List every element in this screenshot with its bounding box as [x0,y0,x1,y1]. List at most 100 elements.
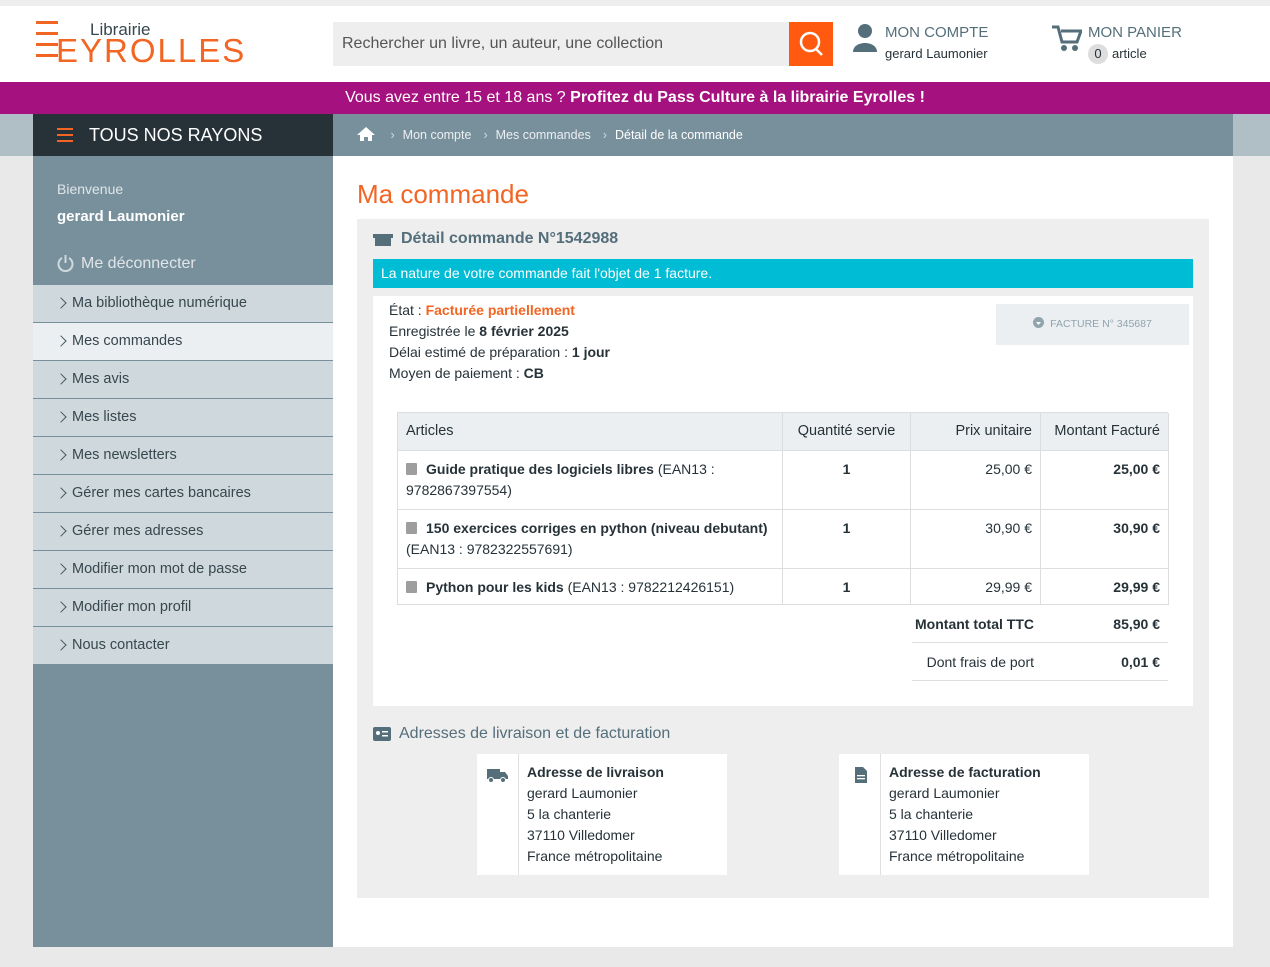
address-card: Adresse de facturation gerard Laumonier 5 … [839,754,1089,875]
breadcrumb: › Mon compte › Mes commandes › Détail de la c… [333,114,1233,156]
status-label: Enregistrée le [389,323,476,339]
menu-label: TOUS NOS RAYONS [89,125,263,145]
card-line: gerard Laumonier [527,785,638,801]
crumb-sep: › [390,128,395,142]
menu-icon [57,128,73,142]
cart-label[interactable]: MON PANIER [1088,24,1182,41]
download-icon [1033,317,1045,328]
status-line: Délai estimé de préparation : 1 jour [389,342,610,363]
status-line: État : Facturée partiellement [389,300,610,321]
crumb[interactable]: Mes commandes [495,128,591,142]
search-input[interactable]: Rechercher un livre, un auteur, une coll… [333,22,789,66]
status-line: Moyen de paiement : CB [389,363,610,384]
sidebar-link[interactable]: Mes avis [33,361,333,398]
cart-icon [1052,25,1082,51]
total-row: Montant total TTC 85,90 € [912,605,1168,643]
table-cell: 1 [783,450,911,509]
table-cell: 30,90 € [911,509,1041,568]
status-value: 8 février 2025 [479,323,569,339]
banner-link[interactable]: Profitez du Pass Culture à la librairie … [570,89,925,106]
sidebar-link[interactable]: Mes commandes [33,323,333,360]
sidebar-link[interactable]: Modifier mon mot de passe [33,551,333,588]
logout[interactable]: Me déconnecter [81,255,196,272]
order-heading: Détail commande N°1542988 [401,230,619,247]
logo-big: EYROLLES [56,32,247,69]
article-title[interactable]: Guide pratique des logiciels libres [426,461,654,477]
card-title: Adresse de facturation [889,764,1041,780]
book-icon [406,463,417,475]
card-icon [487,769,508,783]
address-icon [373,727,391,741]
home-icon[interactable] [357,127,375,141]
search-button[interactable] [789,22,833,66]
power-icon [57,255,74,272]
cell-text: 1 [842,579,851,595]
cell-text: 30,90 € [985,520,1032,536]
table-cell: Python pour les kids (EAN13 : 9782212426… [398,568,783,605]
menu-button[interactable]: TOUS NOS RAYONS [33,114,333,156]
book-icon [406,522,417,534]
article-ean: (EAN13 : 9782322557691) [406,541,573,557]
crumb-sep: › [483,128,488,142]
cell-text: 1 [842,520,851,536]
banner: Vous avez entre 15 et 18 ans ? Profitez … [0,82,1270,114]
total-value: 0,01 € [1121,654,1160,670]
cart-unit: article [1112,46,1147,61]
cart-count: 0 [1088,44,1108,64]
banner-text: Vous avez entre 15 et 18 ans ? [345,89,566,106]
article-ean: (EAN13 : 9782867397554) [406,461,715,498]
status-list: État : Facturée partiellement Enregistrée… [389,300,610,384]
logo-stripes [36,21,58,57]
card-line: gerard Laumonier [889,785,1000,801]
account-user: gerard Laumonier [885,46,988,61]
table-header: Montant Facturé [1041,413,1169,450]
account-label[interactable]: MON COMPTE [885,24,989,41]
cell-text: 1 [842,461,851,477]
sidebar-link[interactable]: Ma bibliothèque numérique [33,285,333,322]
address-heading: Adresses de livraison et de facturation [399,725,671,742]
order-inner [373,296,1193,706]
sidebar-link[interactable]: Nous contacter [33,627,333,664]
status-label: Moyen de paiement : [389,365,520,381]
article-title[interactable]: 150 exercices corriges en python (niveau… [426,520,768,536]
invoice-label: FACTURE N° 345687 [1050,318,1152,330]
table-cell: 150 exercices corriges en python (niveau… [398,509,783,568]
status-line: Enregistrée le 8 février 2025 [389,321,610,342]
table-cell: 25,00 € [1041,450,1169,509]
crumb[interactable]: Mon compte [402,128,472,142]
table-cell: 1 [783,509,911,568]
cell-text: 30,90 € [1113,520,1160,536]
card-line: France métropolitaine [889,848,1025,864]
box-icon [373,234,393,246]
total-value: 85,90 € [1113,616,1160,632]
sidebar-link[interactable]: Mes listes [33,399,333,436]
status-value: 1 jour [571,344,611,360]
notice: La nature de votre commande fait l'objet… [373,259,1193,288]
card-line: 37110 Villedomer [889,827,997,843]
sidebar-link[interactable]: Gérer mes adresses [33,513,333,550]
table-cell: 30,90 € [1041,509,1169,568]
article-ean: (EAN13 : 9782212426151) [567,579,735,595]
sidebar-link[interactable]: Mes newsletters [33,437,333,474]
crumb-sep: › [602,128,607,142]
logo-small: Librairie [90,20,151,39]
card-line: 5 la chanterie [889,806,974,822]
order-table: Articles Quantité servie Prix unitaire Mont… [397,412,1169,605]
card-line: 5 la chanterie [527,806,612,822]
sidebar-link[interactable]: Modifier mon profil [33,589,333,626]
status-label: État : [389,302,422,318]
card-text: Adresse de facturation gerard Laumonier 5 … [889,762,1041,867]
table-cell: 1 [783,568,911,605]
invoice-button[interactable]: FACTURE N° 345687 [996,304,1189,345]
status-value: CB [523,365,544,381]
table-cell: 29,99 € [1041,568,1169,605]
table-header: Quantité servie [783,413,911,450]
cell-text: 29,99 € [985,579,1032,595]
card-line: France métropolitaine [527,848,663,864]
sidebar-link[interactable]: Gérer mes cartes bancaires [33,475,333,512]
status-label: Délai estimé de préparation : [389,344,568,360]
article-title[interactable]: Python pour les kids [426,579,564,595]
cell-text: 25,00 € [985,461,1032,477]
account-icon [853,24,877,52]
